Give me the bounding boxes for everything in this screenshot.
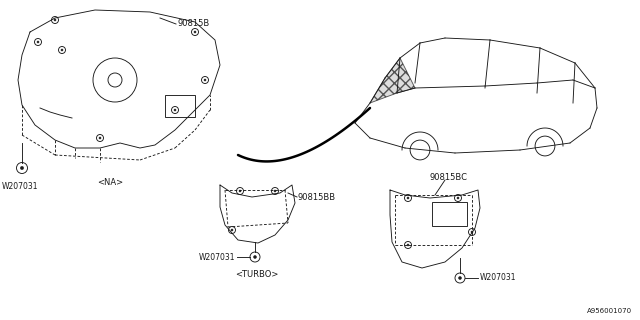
Circle shape [194, 31, 196, 33]
Polygon shape [370, 58, 415, 103]
Circle shape [239, 190, 241, 192]
Text: 90815BB: 90815BB [298, 193, 336, 202]
Circle shape [471, 231, 473, 233]
Circle shape [274, 190, 276, 192]
Circle shape [37, 41, 39, 43]
Circle shape [458, 276, 461, 279]
Bar [165, 95, 195, 117]
Circle shape [20, 166, 24, 170]
Circle shape [61, 49, 63, 51]
Text: W207031: W207031 [2, 182, 38, 191]
Text: W207031: W207031 [198, 252, 235, 261]
Circle shape [457, 197, 459, 199]
Circle shape [54, 19, 56, 21]
Circle shape [407, 244, 409, 246]
Circle shape [231, 229, 233, 231]
Text: 90815B: 90815B [178, 20, 211, 28]
Circle shape [253, 255, 257, 259]
Text: 90815BC: 90815BC [430, 173, 468, 182]
Text: <NA>: <NA> [97, 178, 123, 187]
Circle shape [99, 137, 101, 139]
Text: W207031: W207031 [480, 274, 516, 283]
Circle shape [174, 109, 176, 111]
Circle shape [204, 79, 206, 81]
Text: A956001070: A956001070 [587, 308, 632, 314]
Bar [432, 202, 467, 226]
Circle shape [407, 197, 409, 199]
Text: <TURBO>: <TURBO> [236, 270, 278, 279]
